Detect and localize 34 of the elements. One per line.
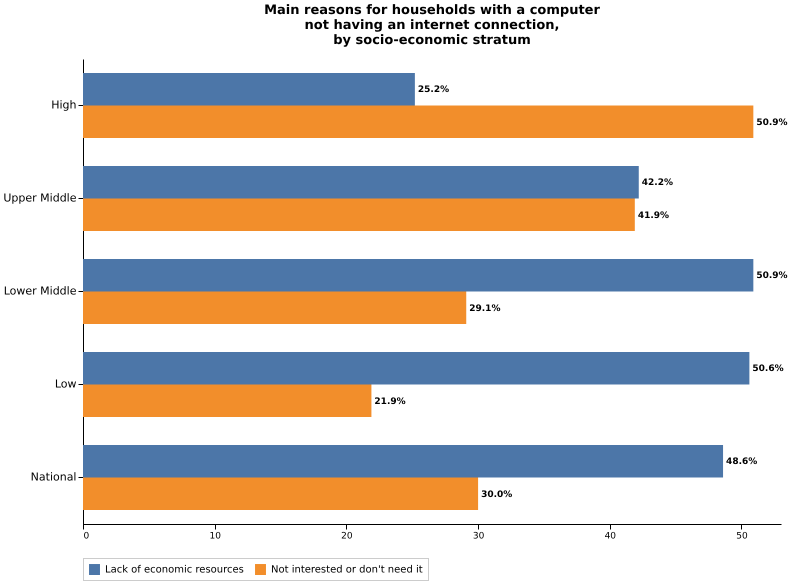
bar (83, 384, 372, 418)
y-tick-label: Upper Middle (3, 192, 77, 204)
y-tick-label: High (51, 98, 77, 112)
x-tick-label: 10 (209, 532, 222, 542)
x-tick-label: 30 (472, 532, 485, 542)
data-label: 48.6% (726, 457, 758, 468)
data-label: 50.9% (756, 271, 788, 282)
bar (83, 292, 466, 324)
legend-label: Lack of economic resources (105, 564, 244, 576)
data-label: 29.1% (469, 304, 500, 314)
data-label: 50.9% (756, 118, 788, 128)
bar (83, 444, 724, 478)
x-tick-label: 50 (736, 532, 748, 542)
bar (83, 478, 478, 510)
y-tick-label: Lower Middle (4, 284, 77, 298)
data-label: 21.9% (374, 396, 406, 407)
x-tick-label: 0 (84, 532, 90, 542)
bar (83, 258, 754, 292)
data-label: 25.2% (418, 85, 450, 96)
x-tick-label: 40 (604, 532, 616, 542)
data-label: 41.9% (638, 210, 670, 221)
bar (83, 72, 415, 106)
legend-label: Not interested or don't need it (271, 564, 423, 576)
x-tick-label: 20 (341, 532, 353, 542)
bar (83, 106, 754, 138)
chart-title: Main reasons for households with a computer not having an internet connection, by socio-economic stratum (264, 3, 600, 48)
bar (83, 166, 639, 198)
bar (83, 352, 750, 384)
y-tick-label: National (30, 470, 76, 484)
y-tick-label: Low (54, 378, 76, 390)
bar (83, 198, 635, 232)
data-label: 30.0% (481, 490, 512, 500)
data-label: 42.2% (642, 178, 673, 188)
data-label: 50.6% (752, 364, 784, 374)
